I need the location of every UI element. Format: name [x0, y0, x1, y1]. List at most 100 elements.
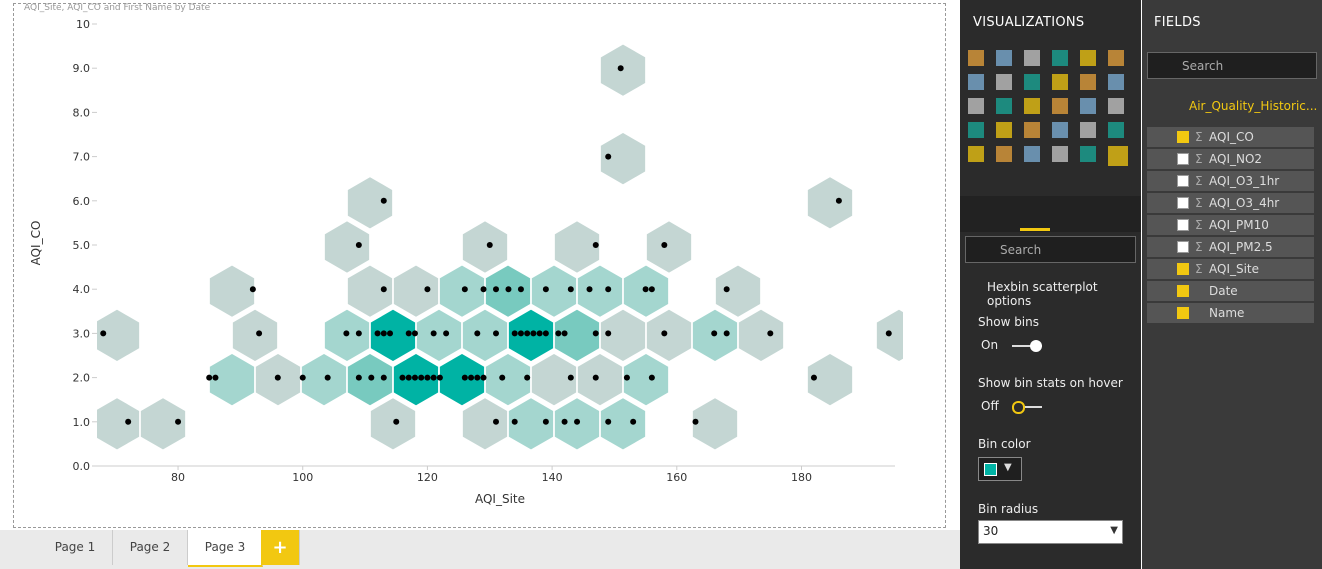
point: [561, 330, 568, 337]
checkbox: [1177, 219, 1189, 231]
field-item[interactable]: Σ AQI_O3_4hr: [1147, 193, 1314, 213]
field-item[interactable]: Name: [1147, 303, 1314, 323]
visual-icon[interactable]: [1108, 50, 1124, 66]
visual-icon[interactable]: [1052, 74, 1068, 90]
point: [493, 286, 499, 293]
option-label: Show bin stats on hover: [978, 376, 1123, 390]
point: [648, 374, 655, 381]
point: [661, 330, 668, 337]
y-tick-label: 0.0: [73, 460, 91, 473]
visual-icon[interactable]: [1108, 122, 1124, 138]
visual-icon[interactable]: [996, 50, 1012, 66]
field-name: AQI_NO2: [1209, 152, 1263, 166]
point: [642, 286, 649, 293]
y-tick-label: 4.0: [73, 283, 91, 296]
visual-icon[interactable]: [1108, 146, 1128, 166]
sigma-icon: Σ: [1195, 196, 1203, 210]
visual-icon[interactable]: [1080, 98, 1096, 114]
page-tab[interactable]: Page 1: [38, 530, 113, 565]
visual-icon[interactable]: [1080, 74, 1096, 90]
point: [661, 242, 668, 248]
hexbin: [576, 263, 624, 319]
point: [393, 418, 400, 425]
visual-icon[interactable]: [996, 98, 1012, 114]
hexbin: [415, 308, 463, 363]
search-box[interactable]: Search: [1147, 52, 1317, 79]
add-page-button[interactable]: +: [261, 530, 300, 565]
hexbin: [484, 352, 532, 407]
point: [125, 418, 132, 425]
toggle[interactable]: [1012, 401, 1042, 414]
hexbin: [622, 352, 670, 407]
visual-icon[interactable]: [1052, 50, 1068, 66]
field-item[interactable]: Σ AQI_PM2.5: [1147, 237, 1314, 257]
visual-icon[interactable]: [996, 74, 1012, 90]
point: [343, 330, 350, 337]
y-tick-label: 10: [76, 18, 90, 31]
page-tab[interactable]: Page 3: [188, 530, 263, 567]
visual-icon[interactable]: [968, 122, 984, 138]
field-item[interactable]: Σ AQI_Site: [1147, 259, 1314, 279]
hexbin: [323, 219, 371, 275]
field-item[interactable]: Σ AQI_PM10: [1147, 215, 1314, 235]
pane-tabs: [960, 196, 1141, 232]
search-box[interactable]: Search: [965, 236, 1136, 263]
hexbin: [553, 308, 601, 363]
visual-icon[interactable]: [1024, 50, 1040, 66]
point: [723, 286, 730, 293]
visual-icon[interactable]: [1024, 146, 1040, 162]
visual-icon[interactable]: [968, 98, 984, 114]
color-picker[interactable]: ▼: [978, 457, 1022, 481]
visual-icon[interactable]: [1108, 98, 1124, 114]
point: [692, 418, 699, 425]
visual-icon[interactable]: [968, 146, 984, 162]
visual-icon[interactable]: [1024, 74, 1040, 90]
visual-icon[interactable]: [1052, 98, 1068, 114]
page-tab[interactable]: Page 2: [113, 530, 188, 565]
hexbin: [392, 263, 440, 319]
point: [524, 330, 531, 337]
field-item[interactable]: Σ AQI_NO2: [1147, 149, 1314, 169]
field-item[interactable]: Σ AQI_CO: [1147, 127, 1314, 147]
point: [480, 374, 487, 381]
hexbin: [714, 263, 762, 319]
point: [436, 374, 443, 381]
visual-icon[interactable]: [968, 74, 984, 90]
point: [380, 286, 387, 293]
point: [430, 374, 437, 381]
point: [493, 418, 499, 425]
visual-icon[interactable]: [1080, 122, 1096, 138]
x-tick-label: 180: [791, 471, 812, 484]
hexbin: [806, 175, 854, 231]
visual-icon[interactable]: [1108, 74, 1124, 90]
field-item[interactable]: Σ AQI_O3_1hr: [1147, 171, 1314, 191]
toggle[interactable]: [1012, 340, 1042, 352]
visual-icon[interactable]: [1080, 50, 1096, 66]
hexbin: [461, 308, 509, 363]
sigma-icon: Σ: [1195, 174, 1203, 188]
visual-icon[interactable]: [1080, 146, 1096, 162]
hexbin: [97, 308, 141, 363]
visual-icon[interactable]: [1052, 146, 1068, 162]
point: [630, 418, 637, 425]
sigma-icon: Σ: [1195, 218, 1203, 232]
visual-icon[interactable]: [996, 146, 1012, 162]
point: [424, 374, 431, 381]
visual-icon[interactable]: [1052, 122, 1068, 138]
x-tick-label: 140: [542, 471, 563, 484]
hexbin: [139, 396, 187, 452]
visual-icon[interactable]: [1024, 98, 1040, 114]
visual-icon[interactable]: [1024, 122, 1040, 138]
point: [461, 286, 468, 293]
hexbin: [599, 42, 647, 98]
section-title[interactable]: Hexbin scatterplot options: [987, 280, 1098, 308]
field-name: Name: [1209, 306, 1245, 320]
x-tick-label: 80: [171, 471, 185, 484]
visual-icon[interactable]: [968, 50, 984, 66]
visual-icon[interactable]: [996, 122, 1012, 138]
y-tick-label: 9.0: [73, 62, 91, 75]
field-item[interactable]: Date: [1147, 281, 1314, 301]
table-name[interactable]: Air_Quality_Historic...: [1189, 99, 1318, 113]
dropdown[interactable]: 30 ▼: [978, 520, 1123, 544]
